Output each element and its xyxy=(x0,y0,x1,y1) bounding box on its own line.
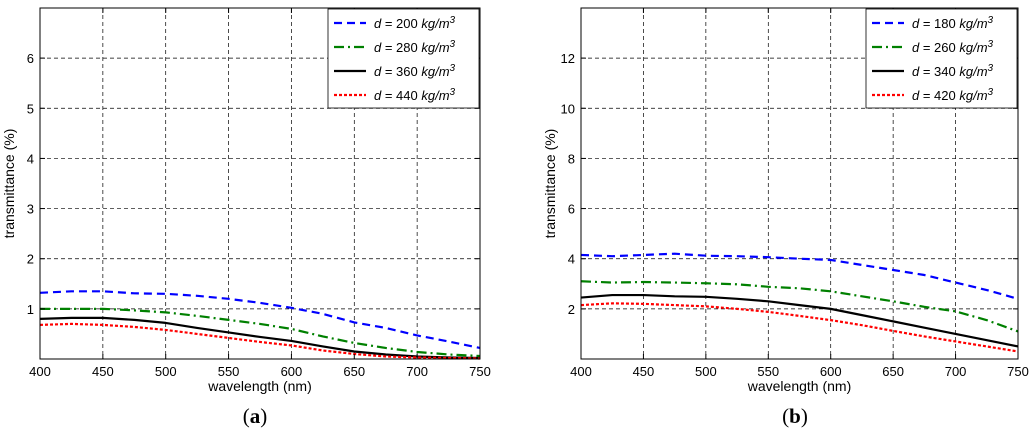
x-tick-label: 750 xyxy=(1007,364,1029,379)
series-line-3 xyxy=(39,316,481,360)
x-tick-label: 650 xyxy=(343,364,365,379)
series-line-4 xyxy=(39,322,481,360)
chart-panel-b: 400 450 500 550 600 650 700 750 2 4 6 8 10 12 waveleng… xyxy=(542,7,1029,428)
y-tick-label: 3 xyxy=(27,202,34,217)
legend-box xyxy=(865,8,1018,109)
x-tick-label: 750 xyxy=(469,364,491,379)
x-tick-label: 700 xyxy=(406,364,428,379)
panel-caption: (a) xyxy=(243,404,268,428)
chart-panel-a: 400 450 500 550 600 650 700 750 1 2 3 4 5 6 wavelength… xyxy=(1,7,491,428)
series-line-4 xyxy=(580,302,1019,353)
x-tick-label: 450 xyxy=(633,364,655,379)
x-tick-label: 500 xyxy=(155,364,177,379)
axes-box xyxy=(39,7,481,360)
legend-entry-3: d = 340 kg/m3 xyxy=(912,63,994,79)
y-tick-label: 10 xyxy=(561,101,575,116)
series-line-3 xyxy=(580,293,1019,348)
legend-box xyxy=(327,8,480,109)
y-tick-label: 6 xyxy=(568,202,575,217)
y-tick-label: 4 xyxy=(27,151,34,166)
x-tick-label: 600 xyxy=(820,364,842,379)
x-tick-label: 400 xyxy=(29,364,51,379)
legend: d = 180 kg/m3 d = 260 kg/m3 d = 340 kg/m3 d… xyxy=(865,8,1018,109)
y-axis-label: transmittance (%) xyxy=(542,129,558,239)
y-tick-label: 2 xyxy=(568,302,575,317)
series-line-2 xyxy=(40,307,481,358)
legend-entry-2: d = 280 kg/m3 xyxy=(374,39,456,55)
legend-entry-1: d = 200 kg/m3 xyxy=(374,15,456,31)
series-line-2 xyxy=(580,280,1019,333)
series-line-1 xyxy=(39,290,481,350)
x-axis-label: wavelength (nm) xyxy=(207,378,312,394)
y-tick-label: 5 xyxy=(27,101,34,116)
legend-entry-4: d = 440 kg/m3 xyxy=(374,87,456,103)
x-axis-label: wavelength (nm) xyxy=(747,378,852,394)
x-tick-label: 600 xyxy=(281,364,303,379)
x-tick-label: 700 xyxy=(945,364,967,379)
axes-box xyxy=(580,7,1019,360)
legend-entry-2: d = 260 kg/m3 xyxy=(912,39,994,55)
x-tick-label: 550 xyxy=(757,364,779,379)
y-tick-label: 6 xyxy=(27,51,34,66)
y-tick-label: 12 xyxy=(561,51,575,66)
legend-entry-3: d = 360 kg/m3 xyxy=(374,63,456,79)
x-tick-label: 550 xyxy=(218,364,240,379)
series-line-1 xyxy=(580,252,1019,300)
legend-entry-1: d = 180 kg/m3 xyxy=(912,15,994,31)
panel-caption: (b) xyxy=(782,404,808,428)
legend-entry-4: d = 420 kg/m3 xyxy=(912,87,994,103)
x-tick-label: 400 xyxy=(570,364,592,379)
y-tick-label: 4 xyxy=(568,252,575,267)
x-tick-label: 650 xyxy=(882,364,904,379)
x-tick-label: 500 xyxy=(695,364,717,379)
x-tick-label: 450 xyxy=(92,364,114,379)
legend: d = 200 kg/m3 d = 280 kg/m3 d = 360 kg/m3 d… xyxy=(327,8,480,109)
y-axis-label: transmittance (%) xyxy=(1,129,17,239)
y-tick-label: 8 xyxy=(568,151,575,166)
y-tick-label: 1 xyxy=(27,302,34,317)
y-tick-label: 2 xyxy=(27,252,34,267)
